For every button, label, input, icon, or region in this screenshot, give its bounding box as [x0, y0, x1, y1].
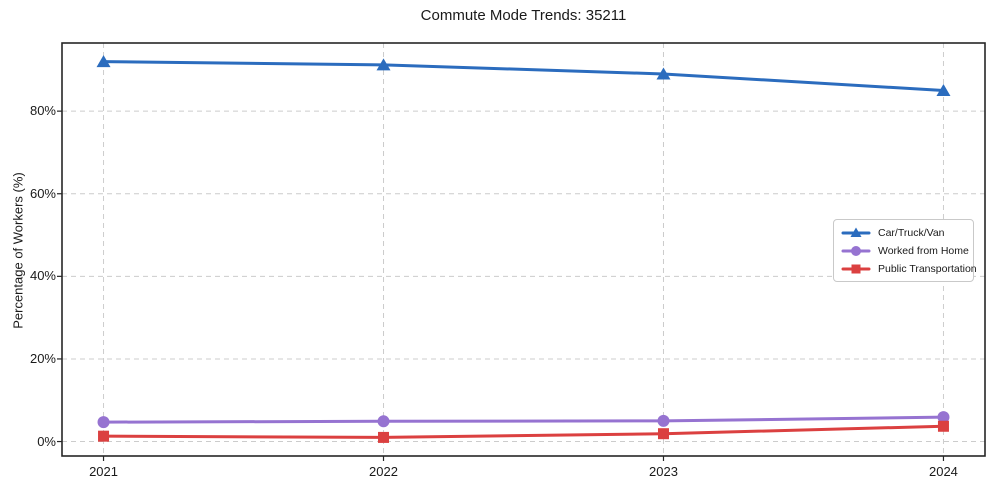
x-tick-label: 2021 — [89, 464, 118, 479]
data-point-marker — [656, 67, 671, 80]
data-point-marker — [376, 58, 391, 71]
plot-border — [61, 42, 986, 457]
y-tick-label: 40% — [29, 268, 56, 284]
line-triangle-marker-icon — [841, 227, 871, 237]
legend-label: Car/Truck/Van — [878, 226, 945, 239]
series-line — [102, 415, 945, 424]
data-point-marker — [937, 411, 950, 424]
data-point-marker — [378, 431, 390, 443]
y-tick-label: 60% — [29, 185, 56, 201]
y-tick-label: 80% — [29, 103, 56, 119]
legend-item-public-transportation: Public Transportation — [841, 261, 977, 276]
legend-item-car-truck-van: Car/Truck/Van — [841, 225, 965, 240]
series-line — [102, 424, 945, 439]
y-tick-label: 20% — [29, 350, 56, 366]
line-square-marker-icon — [841, 264, 871, 273]
x-tick-label: 2022 — [369, 464, 398, 479]
legend-label: Worked from Home — [878, 244, 969, 257]
series-line — [102, 60, 945, 92]
data-point-marker — [377, 415, 390, 428]
x-tick-label: 2024 — [928, 464, 958, 479]
legend: Car/Truck/Van Worked from Home Public Tr… — [833, 219, 977, 282]
data-point-marker — [97, 416, 110, 429]
x-tick-label: 2023 — [649, 464, 678, 479]
data-point-marker — [96, 55, 111, 68]
chart-title: Commute Mode Trends: 35211 — [420, 7, 627, 24]
legend-item-worked-from-home: Worked from Home — [841, 243, 969, 258]
data-point-marker — [657, 428, 669, 440]
line-circle-marker-icon — [841, 245, 871, 256]
data-point-marker — [98, 430, 110, 442]
legend-label: Public Transportation — [878, 262, 977, 275]
data-point-marker — [937, 420, 949, 432]
data-point-marker — [657, 414, 670, 427]
y-tick-label: 0% — [37, 433, 56, 449]
data-point-marker — [936, 83, 951, 96]
